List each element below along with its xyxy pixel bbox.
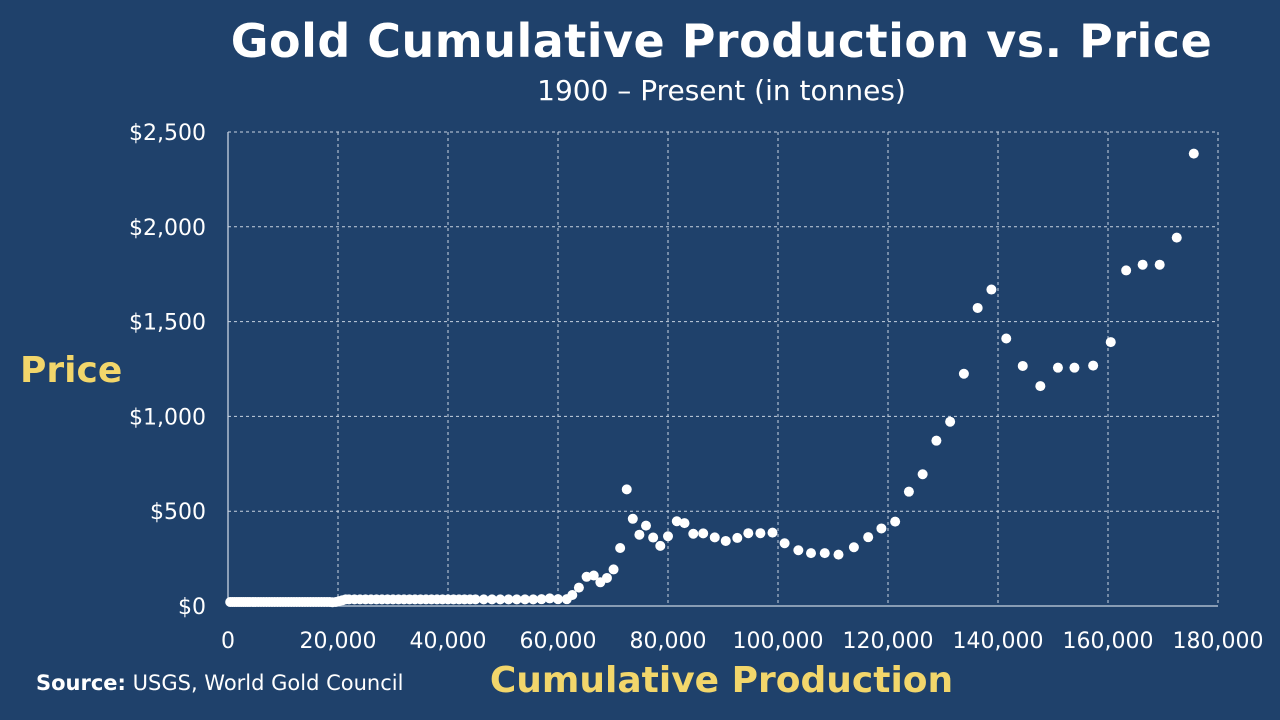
data-point: [1088, 360, 1099, 371]
source-prefix: Source:: [36, 671, 126, 695]
data-point: [743, 528, 754, 539]
chart-title: Gold Cumulative Production vs. Price: [230, 14, 1213, 68]
data-point: [688, 528, 699, 539]
data-point: [655, 540, 666, 551]
data-point: [671, 516, 682, 527]
y-tick-label: $1,500: [129, 311, 206, 336]
data-point: [1188, 148, 1199, 159]
data-point: [621, 484, 632, 495]
data-point: [1001, 333, 1012, 344]
data-point: [931, 435, 942, 446]
chart-subtitle: 1900 – Present (in tonnes): [537, 74, 906, 107]
data-point: [806, 548, 816, 559]
data-point: [627, 513, 638, 524]
x-tick-label: 160,000: [1063, 629, 1154, 654]
y-tick-label: $1,000: [129, 405, 206, 430]
x-tick-label: 80,000: [630, 629, 707, 654]
x-tick-label: 100,000: [733, 629, 824, 654]
data-point: [601, 572, 612, 583]
data-point: [487, 594, 497, 605]
data-point: [945, 416, 956, 427]
data-point: [863, 532, 874, 543]
data-point: [755, 528, 766, 539]
x-axis-title: Cumulative Production: [489, 660, 954, 701]
data-point: [663, 531, 673, 542]
data-point: [528, 594, 539, 605]
source-note: Source: USGS, World Gold Council: [36, 671, 403, 695]
data-point: [1154, 259, 1165, 270]
data-point: [779, 538, 790, 549]
data-point: [1121, 265, 1132, 276]
data-point: [917, 469, 928, 480]
y-tick-label: $500: [150, 500, 206, 525]
x-tick-label: 0: [221, 629, 235, 654]
y-axis-title: Price: [20, 350, 123, 391]
x-tick-label: 40,000: [410, 629, 487, 654]
data-point: [634, 529, 645, 540]
data-point: [1105, 337, 1116, 348]
data-point: [1017, 360, 1028, 371]
x-tick-label: 20,000: [300, 629, 377, 654]
y-tick-label: $2,000: [129, 216, 206, 241]
data-point: [1069, 362, 1080, 373]
data-point: [615, 542, 626, 553]
x-tick-label: 180,000: [1173, 629, 1264, 654]
data-point: [648, 532, 659, 543]
data-points: [225, 148, 1199, 608]
data-point: [553, 594, 563, 605]
data-point: [573, 582, 584, 593]
data-point: [767, 527, 778, 538]
data-point: [608, 564, 619, 575]
data-point: [641, 520, 651, 531]
data-point: [495, 594, 506, 605]
source-text: USGS, World Gold Council: [132, 671, 404, 695]
data-point: [793, 545, 804, 556]
data-point: [698, 528, 709, 539]
data-point: [848, 542, 859, 553]
data-point: [833, 549, 844, 560]
data-point: [470, 594, 481, 605]
grid-lines: [227, 131, 1219, 607]
data-point: [588, 570, 599, 581]
x-tick-label: 60,000: [520, 629, 597, 654]
data-point: [972, 302, 983, 313]
data-point: [1137, 259, 1148, 270]
data-point: [503, 594, 514, 605]
data-point: [890, 516, 901, 527]
data-point: [986, 284, 997, 295]
data-point: [567, 590, 578, 601]
data-point: [819, 548, 830, 559]
data-point: [709, 532, 720, 543]
data-point: [1035, 381, 1046, 392]
data-point: [520, 594, 530, 605]
data-point: [679, 518, 690, 529]
data-point: [903, 486, 914, 497]
data-point: [1171, 232, 1182, 243]
data-point: [544, 593, 555, 604]
x-tick-label: 120,000: [843, 629, 934, 654]
data-point: [958, 368, 969, 379]
data-point: [876, 523, 887, 534]
data-point: [732, 532, 743, 543]
x-tick-label: 140,000: [953, 629, 1044, 654]
data-point: [720, 535, 731, 546]
data-point: [536, 594, 547, 605]
data-point: [1052, 362, 1063, 373]
tick-labels: $0 $500 $1,000 $1,500 $2,000 $2,500 0 20,000 40,…: [129, 121, 1263, 654]
data-point: [511, 594, 522, 605]
y-tick-label: $2,500: [129, 121, 206, 146]
y-tick-label: $0: [178, 595, 206, 620]
data-point: [478, 594, 489, 605]
